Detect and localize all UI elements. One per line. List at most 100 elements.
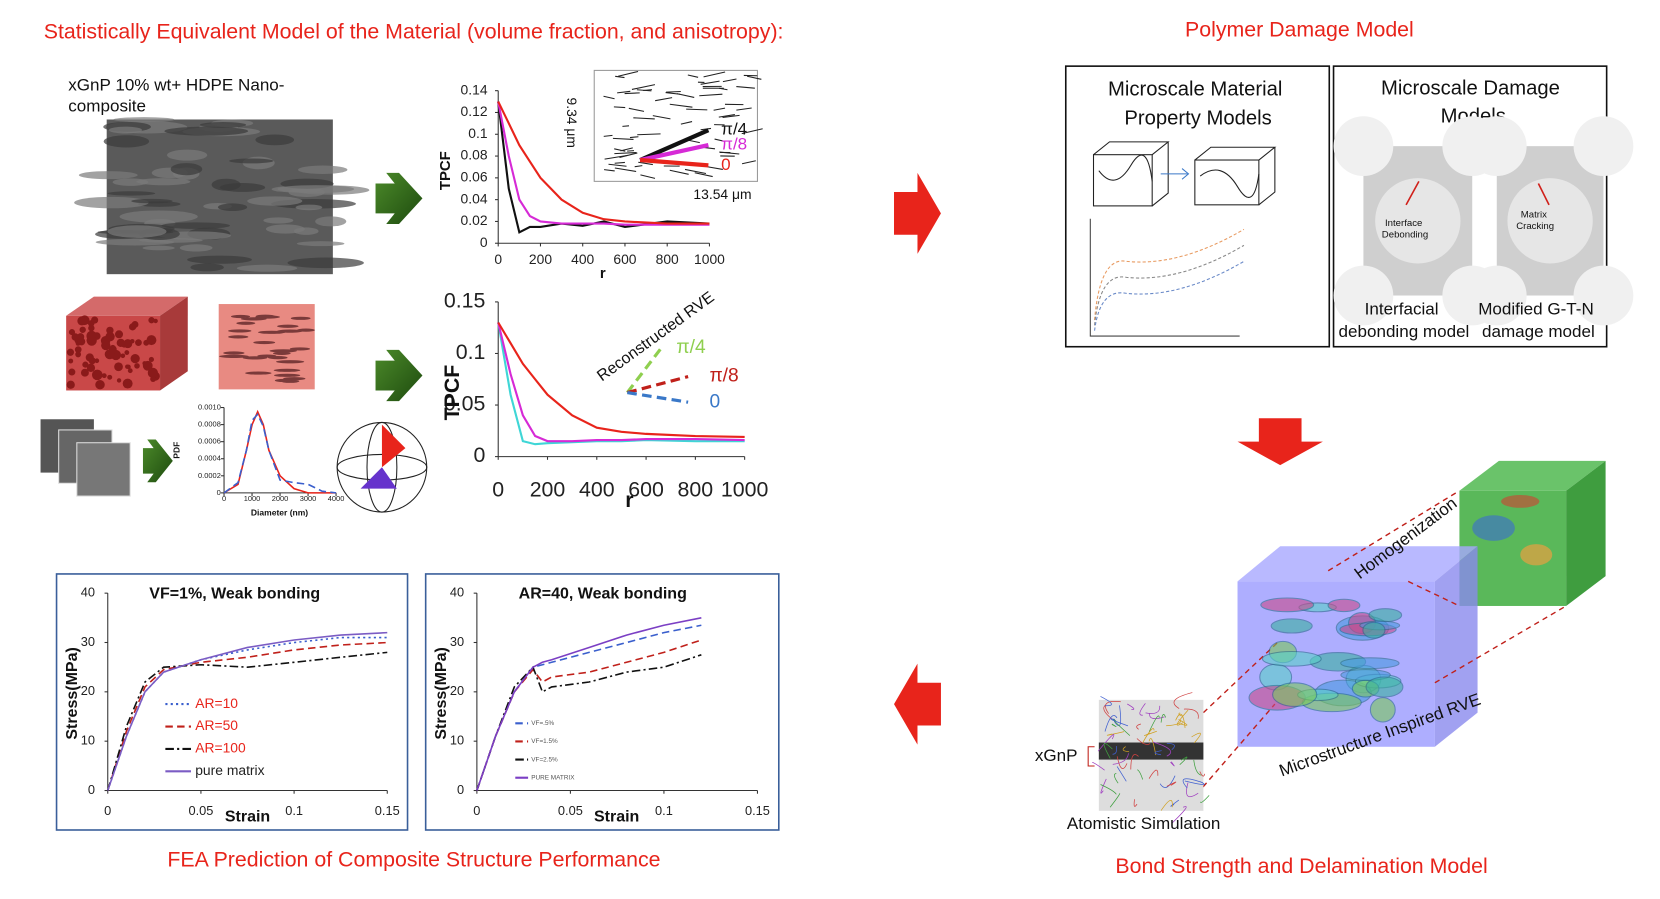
texture (625, 93, 640, 94)
particle (121, 353, 126, 358)
x-tick-label: 0 (473, 803, 480, 818)
platelet (1271, 619, 1312, 633)
section-title: Polymer Damage Model (1185, 18, 1414, 42)
panel-title-line: Property Models (1124, 108, 1271, 130)
texture (237, 265, 297, 272)
y-tick-label: 0 (480, 234, 488, 250)
texture (187, 256, 252, 264)
series-line (498, 323, 744, 437)
legend-label: π/8 (721, 135, 747, 154)
annotation: 13.54 μm (693, 186, 751, 202)
particle (80, 327, 86, 333)
texture (131, 199, 172, 203)
particle (69, 329, 75, 335)
x-tick-label: 0 (492, 477, 504, 501)
particle (92, 370, 103, 381)
cell-label-line: Debonding (1382, 229, 1428, 240)
cell-label-line: Interface (1385, 217, 1422, 228)
particle (253, 341, 275, 344)
texture (120, 210, 198, 222)
y-tick-label: 0.0010 (198, 402, 221, 411)
x-tick-label: 200 (530, 477, 566, 501)
legend-label: AR=50 (195, 717, 238, 733)
particle (67, 381, 75, 389)
legend-label: 0 (721, 155, 730, 174)
series-line (477, 618, 701, 791)
x-tick-label: 0 (494, 251, 502, 267)
texture (622, 126, 629, 127)
particle (95, 380, 104, 389)
cell-label: Interface Debonding (1382, 217, 1428, 240)
particle (142, 361, 146, 365)
particle (86, 353, 94, 361)
texture (200, 122, 246, 128)
texture (109, 127, 142, 134)
cell-label-line: Matrix (1521, 209, 1547, 220)
texture (229, 158, 273, 163)
y-tick-label: 0.0006 (198, 437, 221, 446)
y-tick-label: 0.15 (444, 289, 486, 313)
y-tick-label: 0 (457, 782, 464, 797)
particle (125, 364, 129, 368)
x-axis-label: r (625, 488, 633, 512)
particle (277, 325, 298, 328)
series-line (498, 323, 744, 442)
particle (91, 316, 98, 323)
series-line (477, 640, 701, 791)
x-axis-label: r (600, 265, 606, 282)
series-line (224, 414, 336, 493)
legend-label: VF=.5% (531, 720, 554, 727)
particle (277, 330, 303, 333)
y-tick-label: 0.02 (461, 212, 488, 228)
caption: xGnP 10% wt+ HDPE Nano- composite (68, 75, 289, 115)
texture (164, 127, 248, 136)
texture (108, 225, 167, 238)
particle (132, 321, 139, 328)
y-axis-label: TPCF (437, 151, 454, 190)
cell-caption-line: Interfacial (1365, 299, 1439, 318)
particle (128, 368, 133, 373)
particle (274, 374, 300, 377)
y-tick-label: 0 (474, 443, 486, 467)
y-tick-label: 0.04 (461, 190, 488, 206)
texture (266, 224, 305, 233)
particle (274, 369, 301, 372)
texture (96, 239, 175, 246)
y-tick-label: 0.14 (461, 81, 488, 97)
particle (228, 335, 248, 338)
particle (77, 316, 86, 325)
texture (104, 135, 150, 147)
y-tick-label: 20 (450, 683, 464, 698)
x-tick-label: 800 (678, 477, 714, 501)
legend-label: VF=2.5% (531, 756, 558, 763)
x-tick-label: 1000 (244, 494, 261, 503)
legend-label: AR=100 (195, 740, 246, 756)
y-tick-label: 0 (217, 488, 221, 497)
x-tick-label: 1000 (694, 251, 725, 267)
x-axis-label: Strain (225, 808, 270, 825)
particle (131, 354, 140, 363)
legend-label: VF=1.5% (531, 738, 558, 745)
texture (190, 263, 223, 271)
legend-label: pure matrix (195, 762, 264, 778)
particle (275, 379, 292, 382)
cell-caption-line: Modified G-T-N (1478, 299, 1594, 318)
y-tick-label: 0.06 (461, 169, 488, 185)
x-tick-label: 3000 (300, 494, 317, 503)
particle (115, 330, 123, 338)
y-axis-label: Stress(MPa) (64, 647, 81, 739)
x-tick-label: 0.15 (375, 803, 400, 818)
platelet (1341, 658, 1399, 669)
x-tick-label: 0.1 (655, 803, 673, 818)
particle (290, 347, 310, 350)
texture (107, 191, 155, 195)
x-tick-label: 1000 (721, 477, 769, 501)
y-tick-label: 20 (81, 683, 95, 698)
particle (231, 315, 250, 318)
texture (167, 150, 207, 161)
legend-label: AR=10 (195, 695, 238, 711)
texture (686, 109, 707, 110)
x-tick-label: 0.05 (558, 803, 583, 818)
particle (88, 325, 94, 331)
y-tick-label: 0.12 (461, 103, 488, 119)
